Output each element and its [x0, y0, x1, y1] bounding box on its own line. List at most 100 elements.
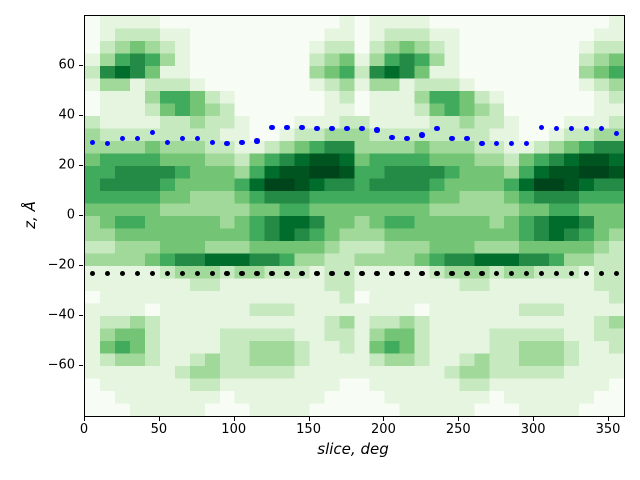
- upper-interface-markers: [179, 135, 186, 142]
- lower-interface-markers: [239, 270, 245, 277]
- x-tick: [533, 417, 535, 421]
- upper-interface-markers: [389, 134, 395, 140]
- heatmap-image: [85, 16, 624, 416]
- lower-interface-markers: [104, 270, 111, 277]
- lower-interface-markers: [598, 270, 605, 277]
- y-tick-label: 0: [66, 207, 75, 223]
- lower-interface-markers: [449, 270, 455, 277]
- y-tick-label: 20: [58, 157, 75, 173]
- lower-interface-markers: [329, 270, 335, 277]
- lower-interface-markers: [299, 270, 305, 277]
- y-tick: [79, 215, 83, 216]
- y-tick: [79, 315, 83, 316]
- upper-interface-markers: [239, 139, 245, 145]
- y-tick-label: −20: [47, 257, 75, 273]
- lower-interface-markers: [493, 270, 500, 277]
- lower-interface-markers: [194, 270, 201, 277]
- x-tick: [158, 417, 160, 421]
- upper-interface-markers: [299, 124, 305, 130]
- upper-interface-markers: [344, 125, 350, 132]
- upper-interface-markers: [284, 124, 290, 130]
- x-tick-label: 250: [445, 422, 471, 437]
- upper-interface-markers: [134, 135, 141, 142]
- upper-interface-markers: [479, 140, 485, 147]
- x-axis-label: slice, deg: [317, 440, 389, 458]
- upper-interface-markers: [119, 135, 126, 142]
- y-tick: [79, 165, 83, 166]
- lower-interface-markers: [89, 270, 96, 277]
- upper-interface-markers: [493, 140, 500, 147]
- lower-interface-markers: [538, 270, 545, 277]
- upper-interface-markers: [224, 140, 230, 147]
- lower-interface-markers: [269, 270, 275, 277]
- upper-interface-markers: [449, 135, 455, 142]
- lower-interface-markers: [508, 270, 515, 277]
- x-tick: [383, 417, 385, 421]
- lower-interface-markers: [119, 270, 126, 277]
- upper-interface-markers: [434, 125, 440, 132]
- upper-interface-markers: [568, 125, 575, 132]
- upper-interface-markers: [508, 140, 515, 147]
- x-tick-label: 0: [79, 422, 89, 437]
- upper-interface-markers: [538, 124, 545, 130]
- lower-interface-markers: [404, 270, 410, 277]
- upper-interface-markers: [613, 130, 620, 137]
- x-tick: [308, 417, 310, 421]
- upper-interface-markers: [419, 132, 425, 138]
- y-tick: [79, 265, 83, 266]
- y-tick: [79, 365, 83, 366]
- lower-interface-markers: [568, 270, 575, 277]
- y-axis-label: z, Å: [21, 201, 39, 229]
- upper-interface-markers: [254, 138, 260, 144]
- lower-interface-markers: [179, 270, 186, 277]
- lower-interface-markers: [613, 270, 620, 277]
- lower-interface-markers: [583, 270, 590, 277]
- plot-area: [84, 15, 625, 417]
- y-tick-label: −60: [47, 357, 75, 373]
- upper-interface-markers: [598, 125, 605, 132]
- upper-interface-markers: [164, 139, 171, 145]
- lower-interface-markers: [389, 270, 395, 277]
- upper-interface-markers: [583, 125, 590, 132]
- lower-interface-markers: [359, 270, 365, 277]
- lower-interface-markers: [164, 270, 171, 277]
- lower-interface-markers: [344, 270, 350, 277]
- lower-interface-markers: [224, 270, 230, 277]
- lower-interface-markers: [374, 270, 380, 277]
- upper-interface-markers: [269, 124, 275, 130]
- x-tick-label: 100: [221, 422, 247, 437]
- lower-interface-markers: [254, 270, 260, 277]
- y-tick: [79, 115, 83, 116]
- y-tick: [79, 65, 83, 66]
- upper-interface-markers: [359, 125, 365, 132]
- x-tick: [233, 417, 235, 421]
- lower-interface-markers: [314, 270, 320, 277]
- x-tick-label: 200: [371, 422, 396, 437]
- upper-interface-markers: [523, 140, 530, 147]
- lower-interface-markers: [419, 270, 425, 277]
- upper-interface-markers: [209, 139, 215, 145]
- upper-interface-markers: [149, 129, 156, 135]
- upper-interface-markers: [104, 140, 111, 147]
- upper-interface-markers: [314, 125, 320, 132]
- upper-interface-markers: [553, 125, 560, 132]
- x-tick-label: 300: [520, 422, 546, 437]
- upper-interface-markers: [464, 135, 470, 142]
- x-tick-label: 50: [150, 422, 168, 437]
- lower-interface-markers: [209, 270, 215, 277]
- y-tick-label: 40: [58, 107, 75, 123]
- upper-interface-markers: [374, 127, 380, 133]
- x-tick-label: 150: [296, 422, 321, 437]
- y-tick-label: −40: [47, 307, 75, 323]
- x-tick: [458, 417, 460, 421]
- lower-interface-markers: [284, 270, 290, 277]
- lower-interface-markers: [149, 270, 156, 277]
- y-tick-label: 60: [58, 57, 75, 73]
- x-tick: [608, 417, 610, 421]
- lower-interface-markers: [464, 270, 470, 277]
- lower-interface-markers: [553, 270, 560, 277]
- upper-interface-markers: [89, 139, 96, 145]
- lower-interface-markers: [134, 270, 141, 277]
- x-tick-label: 350: [595, 422, 621, 437]
